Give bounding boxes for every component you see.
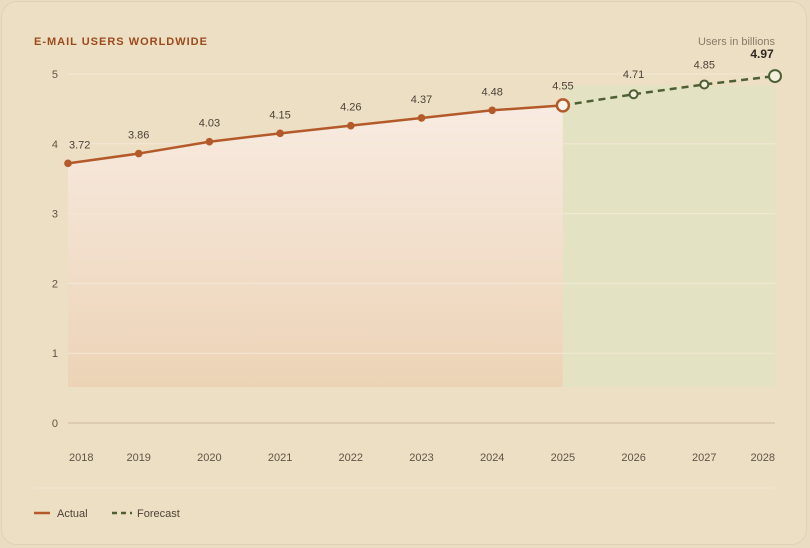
- actual-data-label: 4.03: [199, 118, 220, 130]
- forecast-point-highlight: [768, 69, 782, 84]
- chart-title: E-MAIL USERS WORLDWIDE: [34, 36, 208, 48]
- x-tick-label: 2028: [751, 452, 775, 464]
- actual-point: [64, 159, 72, 168]
- actual-data-label: 4.37: [411, 94, 432, 106]
- actual-point: [134, 149, 143, 158]
- x-tick-label: 2024: [480, 452, 504, 464]
- y-tick-label: 2: [52, 278, 58, 290]
- actual-point: [417, 114, 426, 122]
- y-tick-label: 3: [52, 209, 58, 221]
- x-tick-label: 2023: [409, 452, 433, 464]
- actual-data-label: 4.55: [552, 80, 573, 92]
- actual-point: [347, 121, 355, 130]
- actual-line: [66, 104, 565, 165]
- actual-point-highlight: [555, 98, 571, 113]
- actual-data-label: 4.26: [340, 102, 361, 114]
- actual-point: [488, 106, 497, 115]
- x-tick-label: 2020: [197, 452, 221, 464]
- x-tick-label: 2022: [339, 452, 363, 464]
- x-tick-label: 2026: [621, 452, 645, 464]
- y-tick-label: 1: [52, 348, 58, 360]
- actual-point: [276, 129, 284, 138]
- legend-actual-label: Actual: [57, 508, 88, 520]
- forecast-point: [699, 79, 710, 90]
- y-tick-label: 0: [52, 418, 58, 430]
- x-tick-label: 2021: [268, 452, 292, 464]
- x-tick-label: 2018: [69, 452, 93, 464]
- x-tick-label: 2025: [551, 452, 575, 464]
- forecast-data-label: 4.71: [623, 69, 644, 81]
- forecast-data-label: 4.85: [694, 59, 715, 71]
- legend-forecast-label: Forecast: [137, 508, 180, 520]
- x-tick-label: 2027: [692, 452, 716, 464]
- actual-data-label: 3.86: [128, 130, 149, 142]
- unit-label: Users in billions: [698, 36, 776, 48]
- y-tick-label: 4: [52, 139, 58, 151]
- forecast-point: [628, 89, 639, 100]
- actual-data-label: 3.72: [69, 139, 90, 151]
- actual-area-fill: [68, 105, 563, 387]
- actual-point: [205, 137, 214, 146]
- forecast-data-label: 4.97: [750, 47, 774, 61]
- forecast-region: [562, 86, 775, 387]
- actual-data-label: 4.48: [481, 86, 502, 98]
- x-tick-label: 2019: [126, 452, 150, 464]
- actual-data-label: 4.15: [269, 109, 290, 121]
- y-tick-label: 5: [52, 69, 58, 81]
